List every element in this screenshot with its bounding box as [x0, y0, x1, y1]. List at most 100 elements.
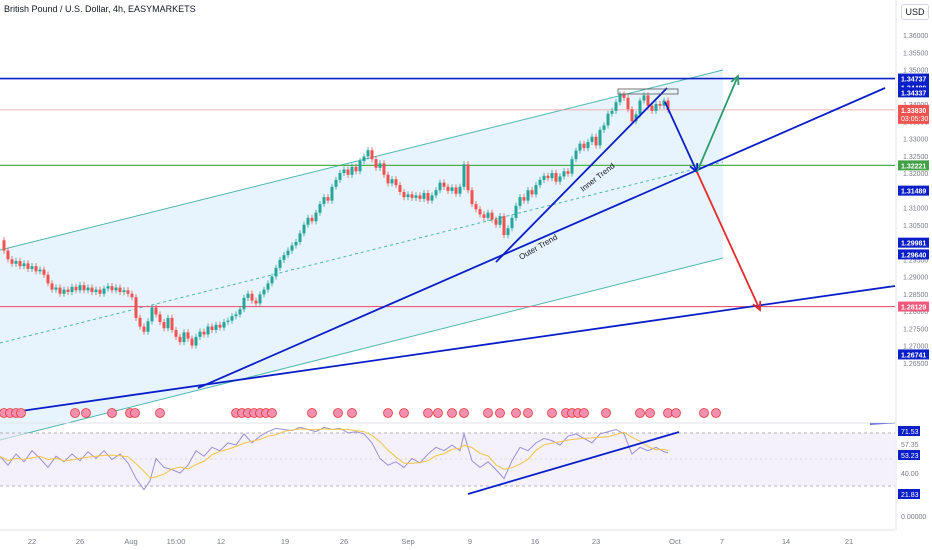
candle-body: [538, 179, 542, 186]
time-tick-label: 26: [76, 537, 84, 546]
event-flag-icon: [16, 408, 26, 418]
candle-body: [514, 205, 518, 218]
candle-body: [126, 290, 130, 294]
price-tick-label: 1.30500: [903, 223, 928, 230]
candle-body: [342, 169, 346, 173]
candle-body: [194, 336, 198, 346]
candle-body: [374, 159, 378, 168]
time-tick-label: 7: [720, 537, 724, 546]
arrow-down-blue: [664, 101, 698, 173]
candle-body: [366, 150, 370, 157]
rsi-level-box: [898, 426, 920, 436]
candle-body: [602, 125, 606, 130]
candle-body: [402, 191, 406, 198]
time-tick-label: 16: [531, 537, 539, 546]
price-label-text: 1.29981: [901, 241, 926, 248]
price-tick-label: 1.31000: [903, 206, 928, 213]
candle-body: [390, 179, 394, 184]
candle-body: [422, 193, 426, 199]
candle-body: [102, 288, 106, 294]
candle-body: [90, 287, 94, 293]
candle-body: [38, 269, 42, 272]
rsi-level-box: [898, 450, 920, 460]
price-label-text: 1.34337: [901, 90, 926, 97]
candle-body: [6, 250, 10, 260]
candles-group: [2, 91, 670, 349]
candle-body: [350, 166, 354, 175]
price-tick-label: 1.36000: [903, 33, 928, 40]
candle-body: [634, 114, 638, 122]
candle-body: [570, 159, 574, 174]
top-range-box: [617, 88, 679, 95]
candle-body: [530, 190, 534, 195]
candle-body: [498, 216, 502, 225]
candle-body: [562, 171, 566, 177]
candle-body: [170, 317, 174, 330]
arrow-down-red: [696, 171, 761, 311]
event-flag-icon: [511, 408, 521, 418]
candle-body: [614, 102, 618, 111]
currency-selector[interactable]: USD: [901, 4, 929, 20]
rsi-level-label: 71.53: [901, 429, 919, 436]
candle-body: [82, 285, 86, 291]
candle-body: [370, 150, 374, 160]
price-tick-label: 1.35000: [903, 68, 928, 75]
price-label-text: 1.32221: [901, 163, 926, 170]
candle-body: [406, 194, 410, 198]
event-flag-icon: [81, 408, 91, 418]
candle-body: [354, 166, 358, 172]
candle-body: [394, 179, 398, 186]
candle-body: [586, 141, 590, 149]
candle-body: [202, 331, 206, 335]
event-flag-icon: [671, 408, 681, 418]
event-flag-icon: [459, 408, 469, 418]
candle-body: [78, 285, 82, 291]
candle-body: [358, 160, 362, 172]
candle-body: [98, 289, 102, 294]
channel-upper-edge: [0, 69, 724, 251]
candle-body: [174, 329, 178, 337]
candle-body: [234, 314, 238, 317]
candle-body: [18, 260, 22, 267]
candle-body: [466, 164, 470, 191]
candle-body: [238, 309, 242, 315]
candle-body: [478, 209, 482, 215]
event-flag-icon: [635, 408, 645, 418]
candle-body: [58, 287, 62, 294]
event-flag-icon: [433, 408, 443, 418]
candle-body: [266, 283, 270, 290]
candle-body: [522, 197, 526, 201]
event-flag-icon: [423, 408, 433, 418]
candle-body: [146, 321, 150, 332]
rsi-trend-line: [467, 431, 680, 495]
candle-body: [42, 269, 46, 275]
price-label-countdown: 03:05:30: [901, 116, 928, 123]
price-tick-label: 1.26500: [903, 361, 928, 368]
candle-body: [430, 195, 434, 201]
price-tick-label: 1.29000: [903, 275, 928, 282]
candle-body: [574, 150, 578, 160]
candle-body: [230, 316, 234, 321]
time-tick-label: Sep: [401, 537, 414, 546]
arrow-down-red-head: [752, 300, 762, 312]
candle-body: [130, 293, 134, 298]
candle-body: [182, 332, 186, 343]
candle-body: [482, 214, 486, 218]
candle-body: [30, 266, 34, 269]
price-label-text: 1.28129: [901, 305, 926, 312]
candle-body: [278, 259, 282, 268]
candle-body: [302, 224, 306, 234]
candle-body: [190, 338, 194, 346]
candle-body: [134, 297, 138, 318]
price-tick-label: 1.27000: [903, 344, 928, 351]
candle-body: [590, 136, 594, 142]
outer-trend-line: [197, 87, 886, 389]
event-flag-icon: [579, 408, 589, 418]
candle-body: [594, 136, 598, 146]
candle-body: [542, 175, 546, 180]
candle-body: [322, 197, 326, 205]
channel-midline: [0, 161, 724, 344]
candle-body: [474, 204, 478, 210]
candle-body: [226, 320, 230, 323]
